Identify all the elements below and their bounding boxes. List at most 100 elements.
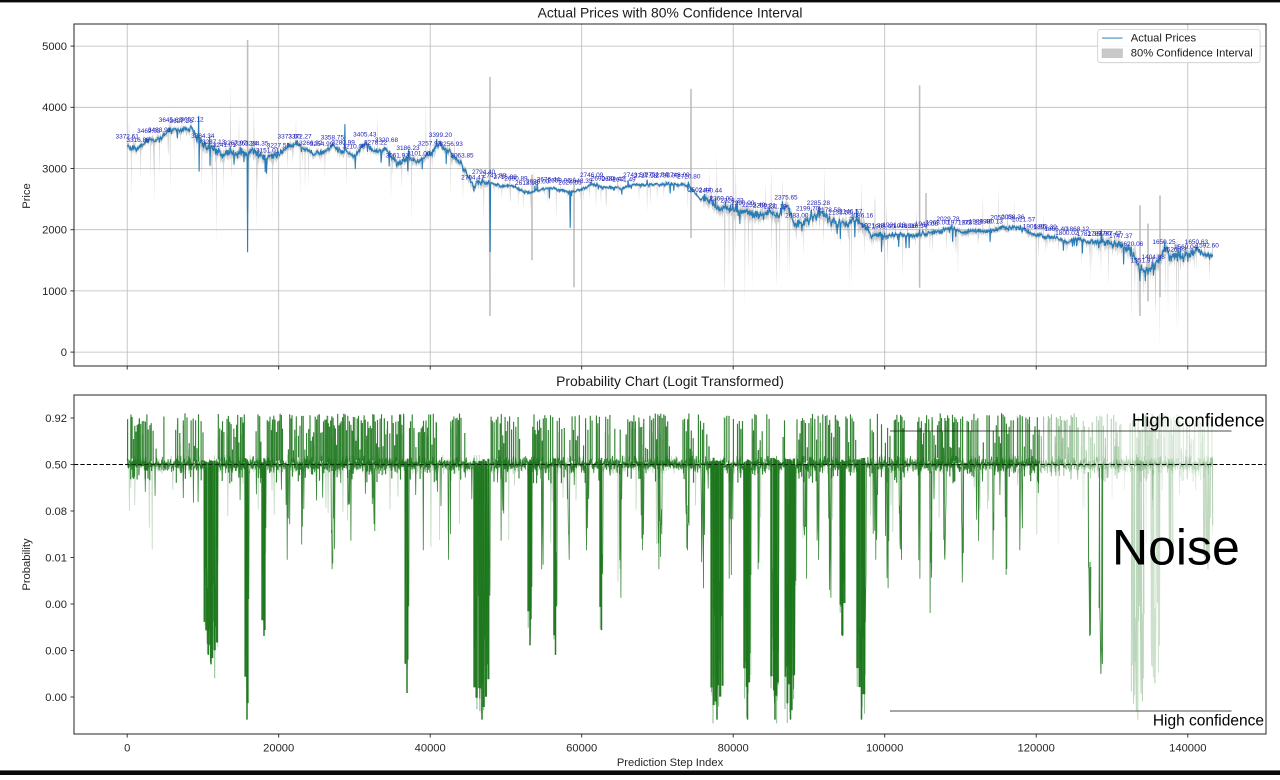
svg-text:Prediction Step Index: Prediction Step Index (617, 757, 724, 769)
svg-text:1620.06: 1620.06 (1120, 241, 1144, 248)
svg-text:3469.03: 3469.03 (137, 128, 161, 135)
svg-text:2659.96: 2659.96 (548, 177, 572, 184)
svg-text:2086.16: 2086.16 (850, 212, 874, 219)
svg-text:High confidence: High confidence (1153, 713, 1264, 730)
svg-text:1650.25: 1650.25 (1152, 239, 1176, 246)
svg-text:3241.01: 3241.01 (213, 142, 237, 149)
svg-text:1971.05: 1971.05 (947, 220, 971, 227)
svg-text:2704.47: 2704.47 (461, 175, 485, 182)
svg-text:3261.24: 3261.24 (234, 141, 258, 148)
svg-text:2058.36: 2058.36 (1001, 214, 1025, 221)
svg-text:1351.97: 1351.97 (1131, 257, 1155, 264)
svg-text:1800.02: 1800.02 (1055, 230, 1079, 237)
svg-text:2490.44: 2490.44 (699, 188, 723, 195)
svg-text:2290.00: 2290.00 (731, 200, 755, 207)
svg-text:2690.89: 2690.89 (504, 175, 528, 182)
svg-text:0.00: 0.00 (45, 645, 67, 657)
svg-text:2146.57: 2146.57 (839, 209, 863, 216)
svg-text:1404.08: 1404.08 (1142, 254, 1166, 261)
svg-text:3254.99: 3254.99 (310, 141, 334, 148)
svg-text:0.50: 0.50 (45, 459, 67, 471)
svg-text:5000: 5000 (42, 41, 67, 53)
svg-text:1905.40: 1905.40 (872, 224, 896, 231)
svg-text:2720.80: 2720.80 (677, 174, 701, 181)
svg-text:2613.98: 2613.98 (515, 180, 539, 187)
svg-text:2285.28: 2285.28 (807, 200, 831, 207)
svg-text:1990.13: 1990.13 (980, 218, 1004, 225)
svg-text:2083.00: 2083.00 (785, 213, 809, 220)
svg-text:3227.55: 3227.55 (267, 143, 291, 150)
svg-text:Noise: Noise (1112, 520, 1240, 576)
svg-text:3063.85: 3063.85 (450, 153, 474, 160)
svg-text:1931.18: 1931.18 (882, 222, 906, 229)
svg-text:3384.34: 3384.34 (191, 133, 215, 140)
svg-text:2748.00: 2748.00 (666, 172, 690, 179)
svg-text:2676.44: 2676.44 (537, 176, 561, 183)
svg-text:1650.63: 1650.63 (1185, 239, 1209, 246)
svg-text:3405.43: 3405.43 (353, 132, 377, 139)
svg-text:Price: Price (21, 183, 33, 209)
svg-text:3278.22: 3278.22 (364, 140, 388, 147)
svg-text:80% Confidence Interval: 80% Confidence Interval (1131, 48, 1253, 60)
svg-text:2199.70: 2199.70 (796, 206, 820, 213)
svg-text:3151.01: 3151.01 (256, 147, 280, 154)
svg-text:2133.55: 2133.55 (828, 210, 852, 217)
svg-text:40000: 40000 (415, 743, 446, 755)
svg-text:2743.50: 2743.50 (623, 172, 647, 179)
svg-text:100000: 100000 (866, 743, 903, 755)
svg-text:0.00: 0.00 (45, 692, 67, 704)
svg-text:3280.99: 3280.99 (332, 139, 356, 146)
svg-text:0.08: 0.08 (45, 506, 67, 518)
svg-text:2502.44: 2502.44 (688, 187, 712, 194)
svg-text:2255.49: 2255.49 (742, 202, 766, 209)
svg-text:1943.00: 1943.00 (915, 221, 939, 228)
svg-text:3627.26: 3627.26 (170, 118, 194, 125)
svg-text:2648.35: 2648.35 (569, 178, 593, 185)
svg-text:1866.40: 1866.40 (1044, 226, 1068, 233)
svg-text:3266.92: 3266.92 (299, 140, 323, 147)
svg-text:3186.23: 3186.23 (396, 145, 420, 152)
svg-text:1906.95: 1906.95 (1023, 223, 1047, 230)
svg-text:2029.78: 2029.78 (936, 216, 960, 223)
svg-text:3358.75: 3358.75 (321, 135, 345, 142)
svg-text:1893.39: 1893.39 (1034, 224, 1058, 231)
svg-text:3061.93: 3061.93 (386, 153, 410, 160)
svg-text:1789.90: 1789.90 (1088, 231, 1112, 238)
svg-text:1592.60: 1592.60 (1196, 243, 1220, 250)
svg-text:60000: 60000 (566, 743, 597, 755)
svg-text:2231.19: 2231.19 (764, 204, 788, 211)
svg-text:1747.37: 1747.37 (1109, 233, 1133, 240)
svg-text:1782.35: 1782.35 (1077, 231, 1101, 238)
svg-text:1989.40: 1989.40 (969, 218, 993, 225)
svg-text:3372.61: 3372.61 (116, 134, 140, 141)
svg-text:3101.06: 3101.06 (407, 150, 431, 157)
svg-text:2021.57: 2021.57 (1012, 216, 1036, 223)
svg-text:3652.12: 3652.12 (180, 117, 204, 124)
svg-text:1000: 1000 (42, 286, 67, 298)
svg-text:3210.08: 3210.08 (342, 144, 366, 151)
svg-text:3399.20: 3399.20 (429, 132, 453, 139)
svg-text:3000: 3000 (42, 163, 67, 175)
svg-text:Probability: Probability (21, 538, 33, 591)
svg-text:2375.65: 2375.65 (774, 195, 798, 202)
svg-text:0: 0 (61, 347, 67, 359)
svg-text:120000: 120000 (1018, 743, 1055, 755)
svg-text:3320.68: 3320.68 (375, 137, 399, 144)
svg-text:3483.91: 3483.91 (148, 127, 172, 134)
svg-text:2178.58: 2178.58 (818, 207, 842, 214)
svg-text:2716.88: 2716.88 (494, 174, 518, 181)
svg-text:Actual Prices: Actual Prices (1131, 33, 1197, 45)
svg-text:2250.21: 2250.21 (753, 202, 777, 209)
svg-text:1910.34: 1910.34 (904, 223, 928, 230)
svg-text:2751.34: 2751.34 (645, 172, 669, 179)
svg-text:2620.55: 2620.55 (558, 180, 582, 187)
svg-text:2727.98: 2727.98 (634, 173, 658, 180)
svg-text:80000: 80000 (718, 743, 749, 755)
svg-text:3645.63: 3645.63 (159, 117, 183, 124)
svg-text:2735.00: 2735.00 (656, 173, 680, 180)
svg-text:High confidence: High confidence (1132, 410, 1265, 431)
svg-text:0.00: 0.00 (45, 599, 67, 611)
svg-text:2360.00: 2360.00 (710, 196, 734, 203)
svg-text:2050.78: 2050.78 (990, 215, 1014, 222)
svg-text:2638.00: 2638.00 (526, 179, 550, 186)
